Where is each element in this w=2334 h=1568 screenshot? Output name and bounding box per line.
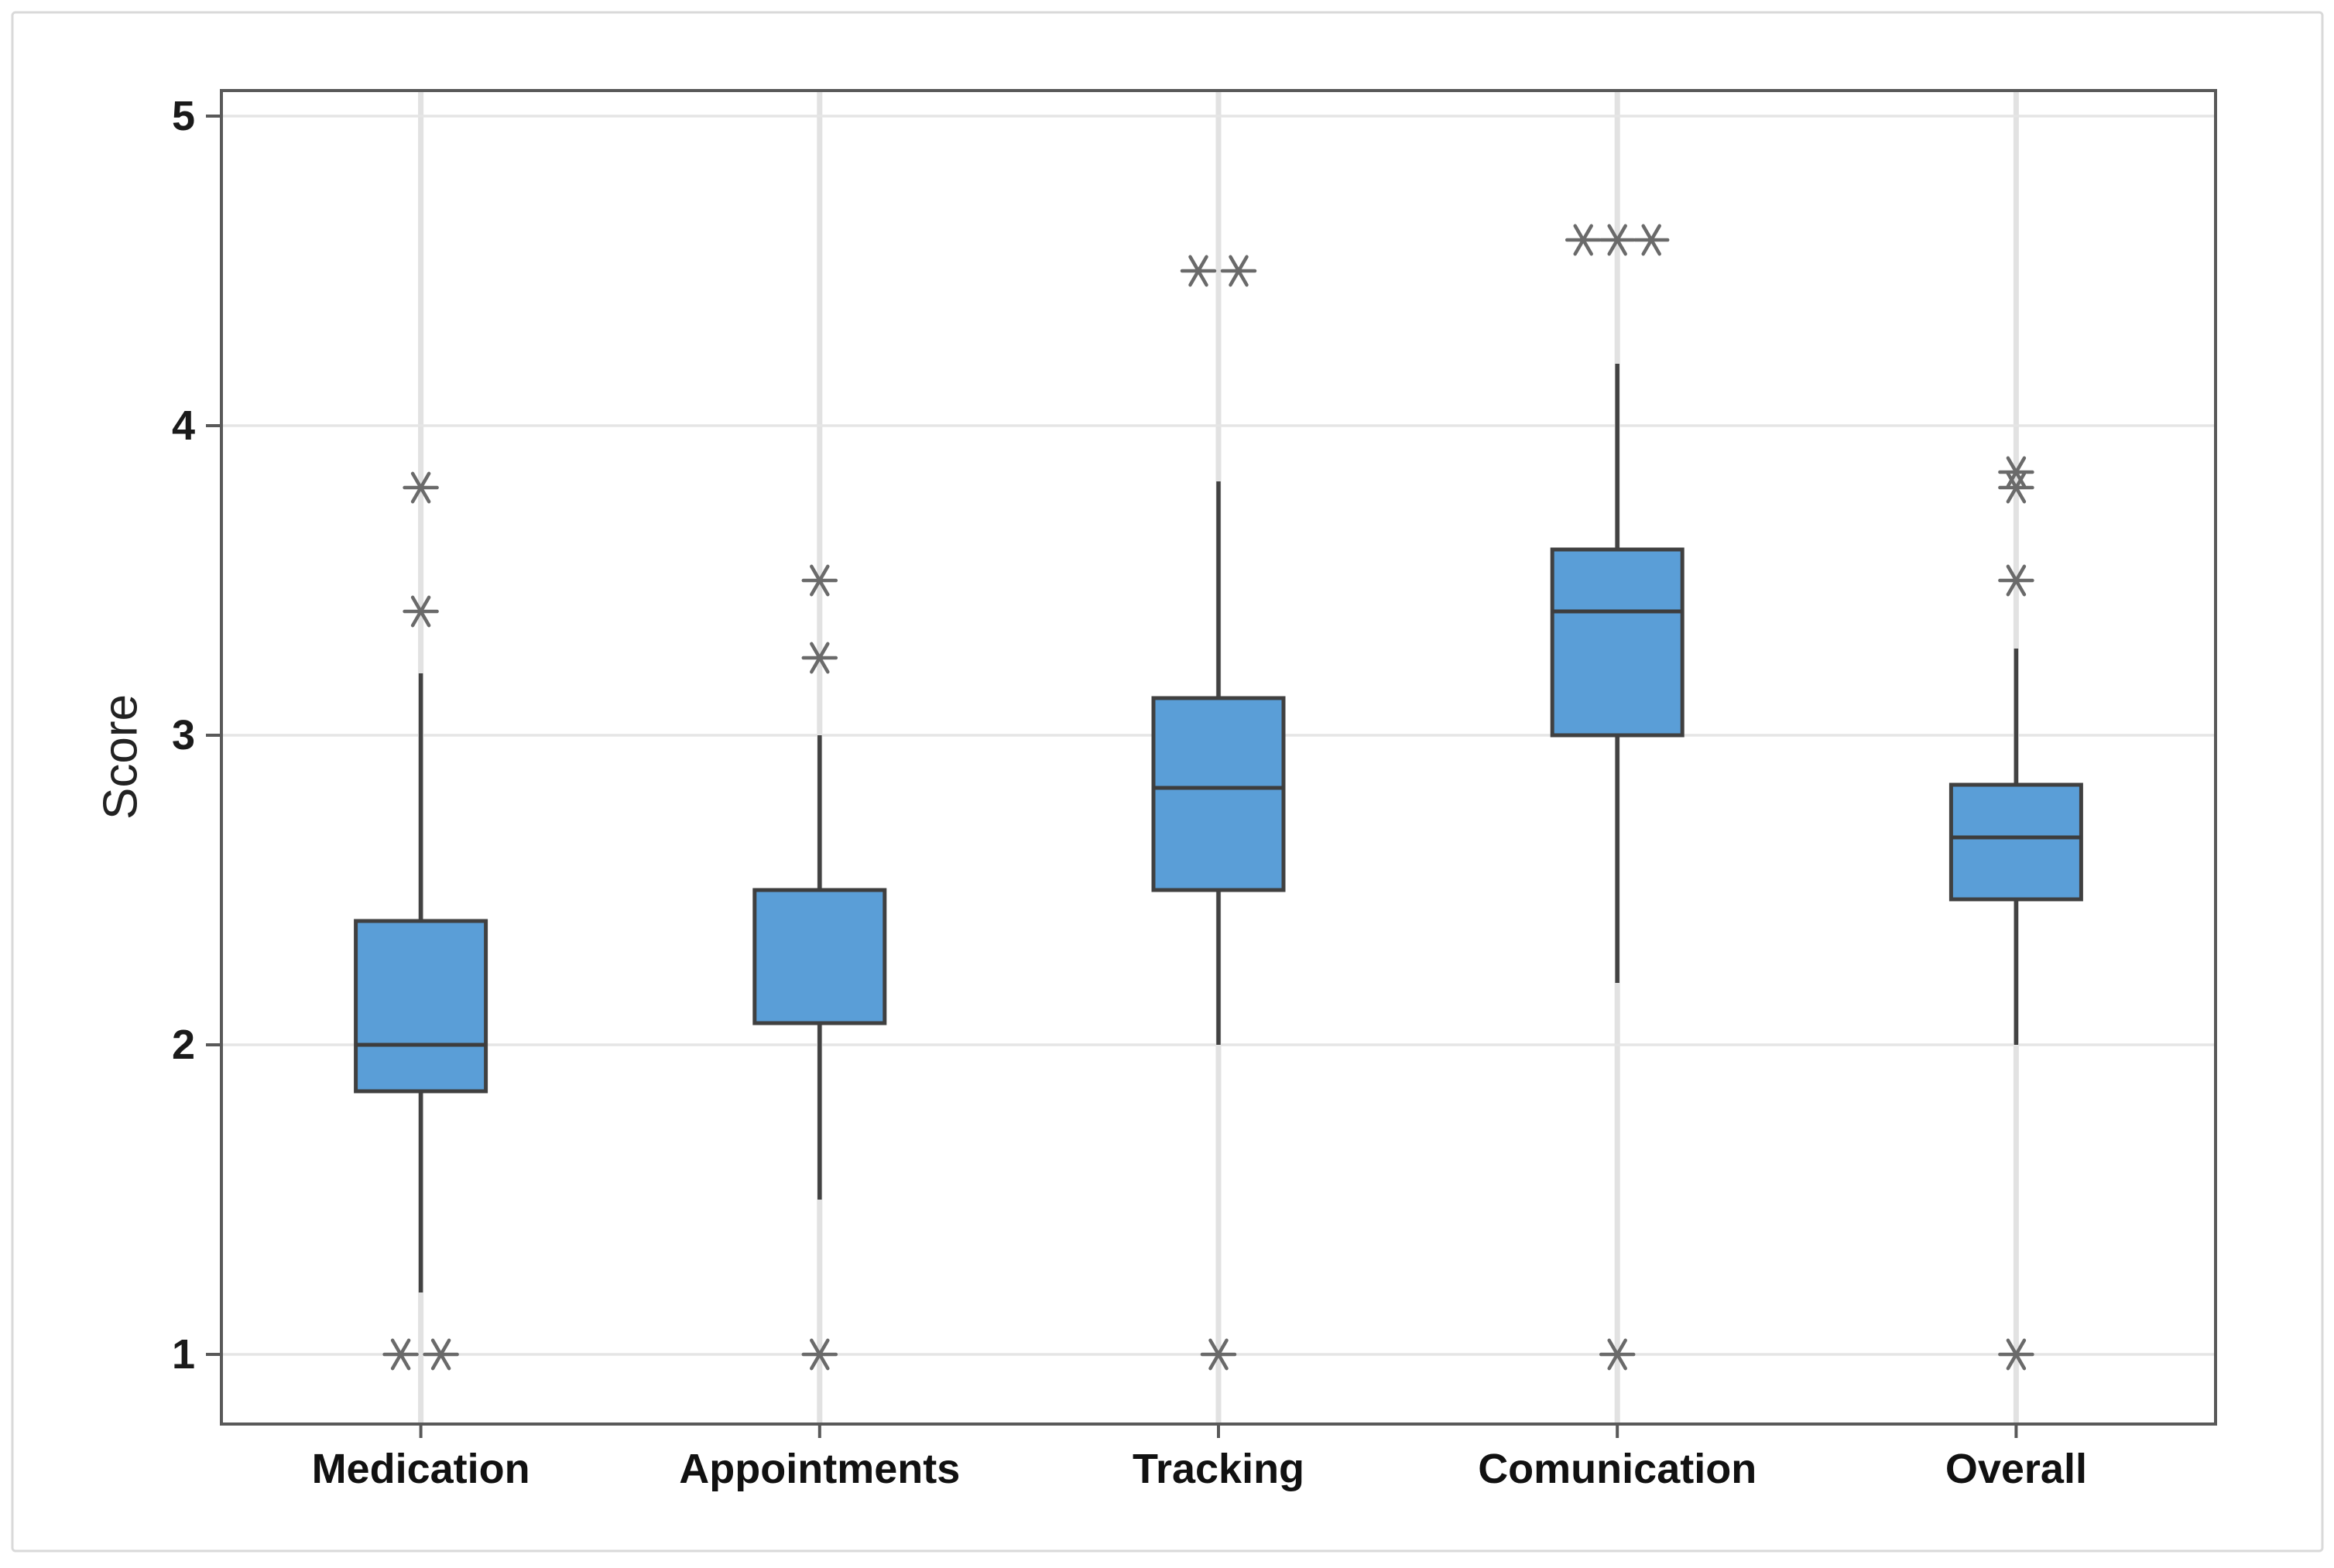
outlier-comunication-4.6-1 (1599, 224, 1636, 256)
box-overall (1948, 782, 2083, 902)
asterisk-spoke (810, 642, 830, 674)
asterisk-spoke (430, 1338, 451, 1371)
y-axis-title: Score (94, 694, 148, 820)
asterisk-spoke (810, 1338, 830, 1371)
outlier-tracking-4.5-1 (1220, 255, 1257, 287)
asterisk-spoke (390, 1338, 411, 1371)
asterisk-spoke (1208, 1338, 1229, 1371)
outlier-comunication-4.6-0 (1565, 224, 1602, 256)
box-tracking (1151, 696, 1286, 892)
outlier-comunication-4.6-2 (1633, 224, 1670, 256)
figure-border (11, 11, 2324, 1553)
y-tick-label-2: 2 (172, 1022, 195, 1068)
outlier-tracking-4.5-0 (1180, 255, 1217, 287)
asterisk-spoke (1607, 1338, 1627, 1371)
asterisk-spoke (410, 595, 431, 628)
asterisk-spoke (1641, 224, 1661, 256)
asterisk-spoke (1229, 255, 1249, 287)
y-tick-label-3: 3 (172, 712, 195, 758)
asterisk-spoke (410, 471, 431, 504)
outlier-appointments-1-0 (801, 1338, 838, 1371)
category-label-appointments: Appointments (679, 1446, 960, 1492)
outlier-tracking-1-0 (1200, 1338, 1237, 1371)
category-label-comunication: Comunication (1478, 1446, 1756, 1492)
asterisk-spoke (2006, 471, 2027, 504)
outlier-medication-3.8-0 (403, 471, 439, 504)
asterisk-spoke (810, 564, 830, 597)
outlier-overall-3.5-0 (1998, 564, 2034, 597)
box-appointments (752, 888, 887, 1025)
outlier-comunication-1-0 (1599, 1338, 1636, 1371)
category-label-medication: Medication (312, 1446, 530, 1492)
outlier-appointments-3.5-0 (801, 564, 838, 597)
outlier-overall-1-0 (1998, 1338, 2034, 1371)
y-tick-label-1: 1 (172, 1331, 195, 1378)
y-tick-label-5: 5 (172, 93, 195, 139)
y-tick-label-4: 4 (172, 402, 195, 449)
box-medication (354, 919, 488, 1094)
asterisk-spoke (2006, 564, 2027, 597)
outlier-medication-1-1 (423, 1338, 459, 1371)
category-label-overall: Overall (1945, 1446, 2087, 1492)
outlier-medication-1-0 (382, 1338, 419, 1371)
asterisk-spoke (1607, 224, 1627, 256)
asterisk-spoke (1573, 224, 1593, 256)
outlier-overall-3.8-0 (1998, 471, 2034, 504)
asterisk-spoke (1188, 255, 1208, 287)
asterisk-spoke (2006, 1338, 2027, 1371)
category-label-tracking: Tracking (1133, 1446, 1304, 1492)
box-comunication (1550, 547, 1685, 738)
outlier-appointments-3.25-0 (801, 642, 838, 674)
outlier-medication-3.4-0 (403, 595, 439, 628)
